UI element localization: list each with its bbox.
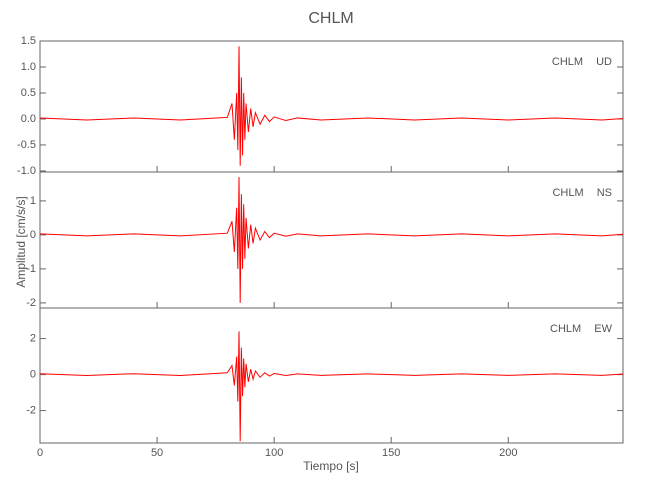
x-tick-label: 200: [499, 447, 517, 459]
y-tick-label: 1.0: [21, 61, 36, 73]
waveform: [39, 177, 624, 303]
y-tick-label: 0.0: [21, 113, 36, 125]
y-tick-label: 1: [30, 195, 36, 207]
x-tick-label: 50: [151, 447, 163, 459]
y-tick-label: 0.5: [21, 87, 36, 99]
y-tick-label: -2: [26, 405, 36, 417]
y-tick-label: 0: [30, 369, 36, 381]
x-tick-label: 100: [265, 447, 283, 459]
y-tick-label: 0: [30, 229, 36, 241]
y-tick-label: -1.0: [17, 165, 36, 177]
x-axis-label: Tiempo [s]: [303, 459, 359, 473]
y-tick-label: -1: [26, 263, 36, 275]
plot-frame: [39, 40, 624, 444]
trace-annotation: CHLM NS: [552, 187, 612, 199]
chart-title: CHLM: [308, 10, 353, 27]
trace-annotation: CHLM UD: [552, 56, 612, 68]
y-tick-label: 2: [30, 333, 36, 345]
x-tick-label: 150: [382, 447, 400, 459]
waveform: [39, 331, 624, 442]
y-tick-label: -0.5: [17, 139, 36, 151]
y-tick-label: -2: [26, 297, 36, 309]
trace-annotation: CHLM EW: [550, 323, 613, 335]
x-tick-label: 0: [37, 447, 43, 459]
waveform: [39, 46, 624, 166]
y-tick-label: 1.5: [21, 35, 36, 47]
y-axis-label: Amplitud [cm/s/s]: [14, 196, 28, 287]
